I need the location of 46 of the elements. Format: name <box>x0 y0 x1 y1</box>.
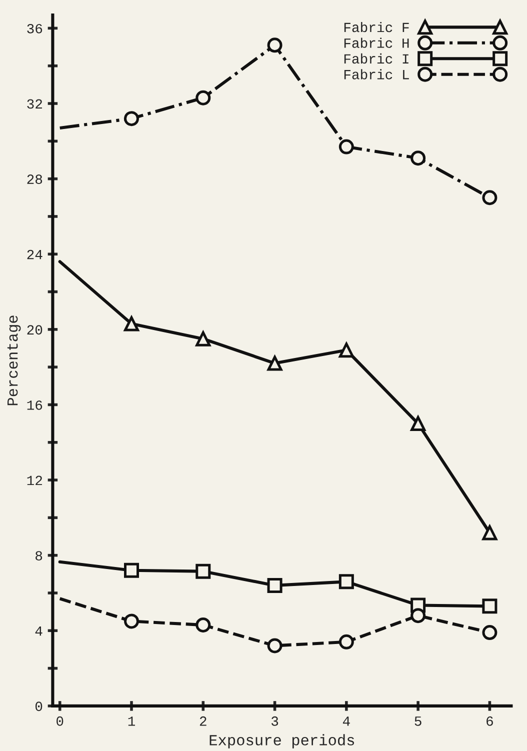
x-tick-label: 2 <box>200 716 206 726</box>
x-tick-label: 3 <box>271 716 278 726</box>
y-tick-label: 16 <box>27 400 42 410</box>
point <box>338 574 354 590</box>
point <box>410 608 426 624</box>
x-tick-label: 6 <box>486 716 493 726</box>
point <box>267 578 282 593</box>
point <box>338 342 354 358</box>
x-tick-label: 1 <box>128 716 135 726</box>
x-tick-label: 4 <box>342 716 350 726</box>
point <box>482 190 498 206</box>
y-tick-label: 0 <box>35 702 42 712</box>
point <box>196 617 211 632</box>
point <box>196 90 211 106</box>
point <box>338 634 354 650</box>
y-tick-label: 36 <box>27 24 42 34</box>
y-tick-label: 24 <box>27 250 42 260</box>
point <box>482 598 498 614</box>
x-tick-label: 5 <box>414 716 422 726</box>
point <box>124 316 140 332</box>
y-tick-label: 20 <box>27 325 42 335</box>
point <box>124 562 140 578</box>
y-tick-label: 4 <box>35 626 42 636</box>
point <box>267 638 282 654</box>
legend-label: Fabric F <box>344 22 409 32</box>
y-tick-label: 12 <box>27 476 42 486</box>
point <box>267 38 282 53</box>
point <box>124 111 140 126</box>
y-tick-label: 8 <box>36 551 42 560</box>
point <box>196 564 211 579</box>
point <box>410 416 426 432</box>
x-tick-label: 0 <box>56 716 64 726</box>
y-tick-label: 32 <box>27 99 42 109</box>
x-axis-title: Exposure periods <box>210 734 354 748</box>
legend-label: Fabric L <box>344 69 409 80</box>
y-tick-label: 28 <box>27 174 42 184</box>
y-axis-title: Percentage <box>7 316 21 406</box>
point <box>124 614 140 629</box>
point <box>267 356 282 371</box>
point <box>410 150 426 166</box>
point <box>196 331 211 346</box>
legend-label: Fabric I <box>344 53 408 64</box>
point <box>482 625 498 640</box>
point <box>482 525 498 540</box>
legend-label: Fabric H <box>344 38 409 48</box>
point <box>338 139 354 154</box>
